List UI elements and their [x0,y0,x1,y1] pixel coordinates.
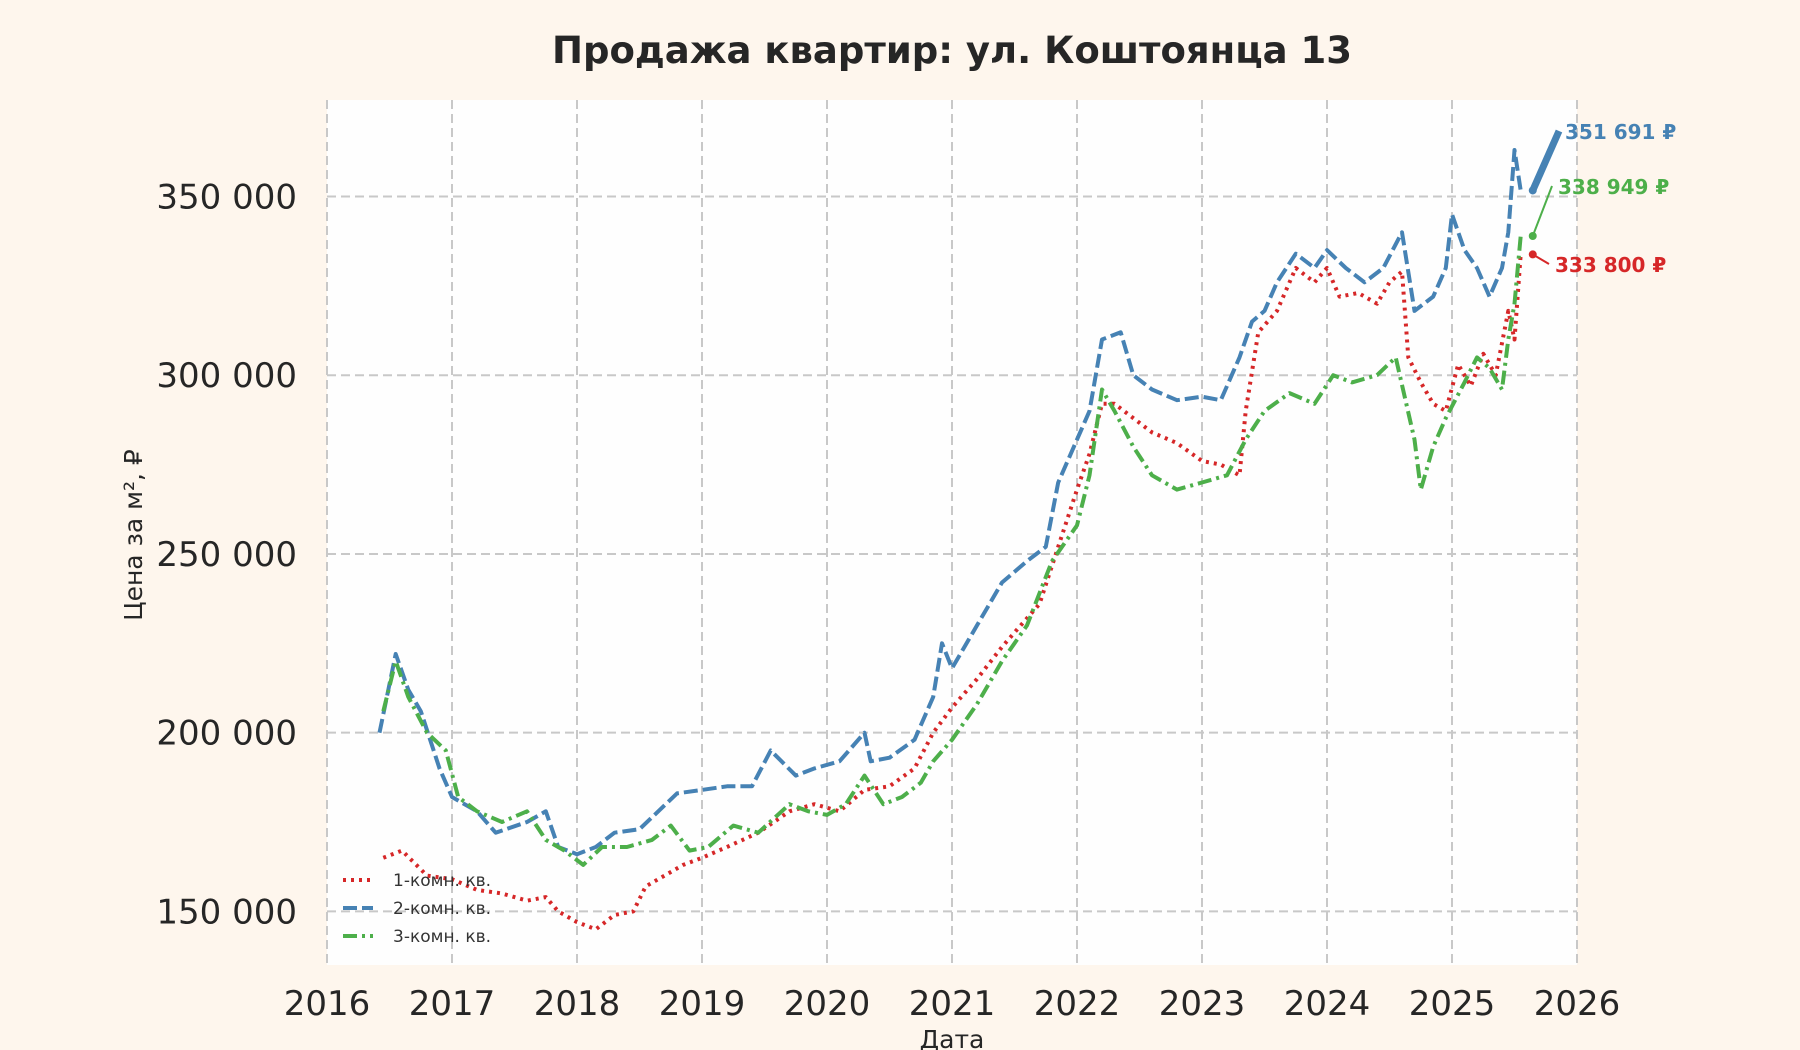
legend-label: 1-комн. кв. [393,871,491,891]
y-tick-label: 350 000 [156,178,297,218]
x-tick-label: 2020 [784,984,871,1024]
legend-label: 2-комн. кв. [393,899,491,919]
series-line-2 [377,148,1523,857]
y-tick-label: 250 000 [156,535,297,575]
x-tick-label: 2018 [534,984,621,1024]
y-axis-label: Цена за м², ₽ [119,449,148,621]
x-tick-label: 2019 [659,984,746,1024]
x-tick-labels: 2016 2017 2018 2019 2020 2021 2022 2023 2024 2025… [284,984,1621,1024]
end-value-label: 333 800 ₽ [1555,253,1666,277]
x-tick-label: 2016 [284,984,371,1024]
y-tick-labels: 150 000 200 000 250 000 300 000 350 000 [156,178,297,933]
legend-label: 3-комн. кв. [393,927,491,947]
x-axis-label: Дата [920,1025,985,1050]
annotation-arrow-head [1528,250,1537,259]
legend: 1-комн. кв. 2-комн. кв. 3-комн. кв. [343,871,491,947]
annotation-arrow [1531,185,1553,237]
end-value-label: 351 691 ₽ [1565,120,1676,144]
x-tick-label: 2017 [409,984,496,1024]
x-tick-label: 2026 [1534,984,1621,1024]
y-tick-label: 200 000 [156,714,297,754]
annotation-arrow [1529,129,1563,192]
annotation-arrow-head [1528,186,1537,195]
y-tick-label: 300 000 [156,356,297,396]
y-tick-label: 150 000 [156,892,297,932]
end-annotations: 333 800 ₽ 351 691 ₽ 338 949 ₽ [1528,120,1676,277]
series-layer [377,148,1523,932]
x-tick-label: 2021 [909,984,996,1024]
x-tick-label: 2022 [1034,984,1121,1024]
grid [326,100,1578,965]
end-value-label: 338 949 ₽ [1558,175,1669,199]
x-tick-label: 2024 [1284,984,1371,1024]
chart-title: Продажа квартир: ул. Коштоянца 13 [552,29,1352,72]
x-tick-label: 2025 [1409,984,1496,1024]
series-line-1 [382,254,1523,932]
x-tick-label: 2023 [1159,984,1246,1024]
annotation-arrow-head [1528,232,1537,241]
